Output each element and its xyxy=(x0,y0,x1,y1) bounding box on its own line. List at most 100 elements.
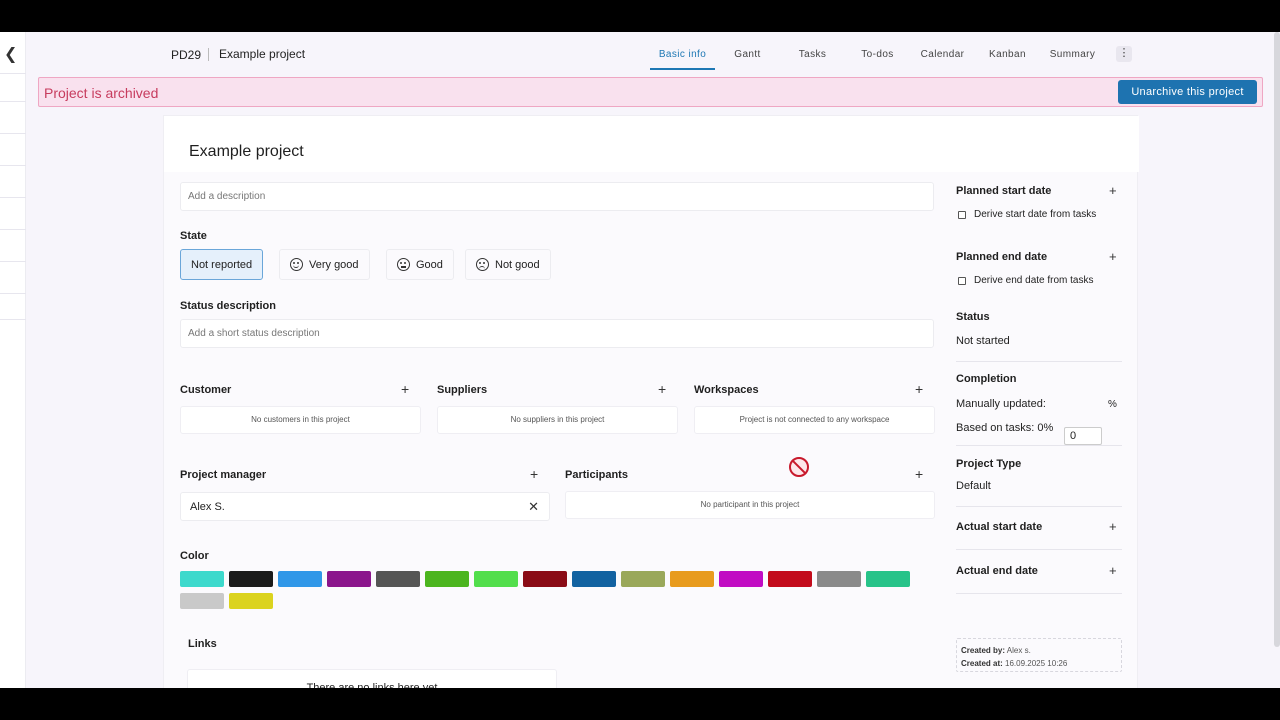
add-project-manager-icon[interactable]: + xyxy=(530,466,539,482)
state-option-label: Very good xyxy=(309,258,359,271)
project-type-label: Project Type xyxy=(956,458,1022,470)
smile-icon xyxy=(290,258,303,271)
frown-icon xyxy=(476,258,489,271)
rail-divider xyxy=(0,101,26,102)
project-code: PD29 xyxy=(171,48,202,62)
add-customer-icon[interactable]: + xyxy=(401,381,410,397)
add-planned-start-icon[interactable]: + xyxy=(1109,183,1117,198)
planned-end-label: Planned end date xyxy=(956,251,1048,263)
neutral-face-icon xyxy=(397,258,410,271)
header-separator xyxy=(208,48,209,61)
left-rail: ❮ xyxy=(0,32,26,688)
created-by-label: Created by: xyxy=(961,646,1006,655)
add-actual-start-icon[interactable]: + xyxy=(1109,519,1117,534)
rail-divider xyxy=(0,133,26,134)
page-scrollbar[interactable] xyxy=(1274,32,1280,647)
actual-start-label: Actual start date xyxy=(956,521,1043,533)
status-description-label: Status description xyxy=(180,300,276,312)
created-by-value: Alex s. xyxy=(1006,646,1031,655)
color-swatch[interactable] xyxy=(180,593,224,609)
color-swatch[interactable] xyxy=(817,571,861,587)
tab-kanban[interactable]: Kanban xyxy=(989,49,1026,60)
derive-end-label: Derive end date from tasks xyxy=(974,275,1094,286)
sidebar-divider xyxy=(956,445,1122,446)
color-swatch[interactable] xyxy=(866,571,910,587)
completion-label: Completion xyxy=(956,373,1017,385)
clear-icon[interactable]: ✕ xyxy=(528,499,539,514)
add-workspace-icon[interactable]: + xyxy=(915,381,924,397)
participants-label: Participants xyxy=(565,469,628,481)
status-value: Not started xyxy=(956,335,1010,347)
sidebar-divider xyxy=(956,361,1122,362)
color-label: Color xyxy=(180,550,209,562)
back-arrow-icon[interactable]: ❮ xyxy=(4,46,18,63)
manual-completion-input[interactable]: 0 xyxy=(1064,427,1102,445)
color-swatch[interactable] xyxy=(719,571,763,587)
created-at-value: 16.09.2025 10:26 xyxy=(1005,659,1068,668)
tasks-completion-value: Based on tasks: 0% xyxy=(956,422,1054,434)
links-label: Links xyxy=(188,638,217,650)
sidebar-divider xyxy=(956,506,1122,507)
color-swatch[interactable] xyxy=(768,571,812,587)
tab-tasks[interactable]: Tasks xyxy=(798,49,827,60)
project-type-value: Default xyxy=(956,480,991,492)
add-planned-end-icon[interactable]: + xyxy=(1109,249,1117,264)
derive-end-checkbox[interactable] xyxy=(958,276,966,285)
derive-start-label: Derive start date from tasks xyxy=(974,209,1097,220)
project-header: PD29 Example project Basic info Gantt Ta… xyxy=(26,32,1280,76)
color-swatch[interactable] xyxy=(474,571,518,587)
tab-todos[interactable]: To-dos xyxy=(861,49,894,60)
color-swatch[interactable] xyxy=(229,571,273,587)
app-window: ❮ PD29 Example project Basic info Gantt … xyxy=(0,32,1280,688)
derive-start-checkbox[interactable] xyxy=(958,210,966,219)
color-swatch[interactable] xyxy=(229,593,273,609)
add-participant-icon[interactable]: + xyxy=(915,466,924,482)
color-swatch[interactable] xyxy=(670,571,714,587)
manual-completion-label: Manually updated: xyxy=(956,398,1046,410)
workspaces-label: Workspaces xyxy=(694,384,759,396)
state-option-label: Not good xyxy=(495,258,540,271)
project-manager-label: Project manager xyxy=(180,469,267,481)
project-manager-field[interactable]: Alex S. ✕ xyxy=(180,492,550,521)
tab-gantt[interactable]: Gantt xyxy=(734,49,761,60)
kebab-icon[interactable]: ⋮ xyxy=(1116,46,1132,62)
project-name: Example project xyxy=(219,47,306,61)
sidebar-divider xyxy=(956,593,1122,594)
project-card: Example project Add a description State … xyxy=(163,115,1139,688)
state-label: State xyxy=(180,230,207,242)
planned-start-label: Planned start date xyxy=(956,185,1052,197)
color-swatch[interactable] xyxy=(180,571,224,587)
add-supplier-icon[interactable]: + xyxy=(658,381,667,397)
customer-empty: No customers in this project xyxy=(180,406,421,434)
color-swatch[interactable] xyxy=(376,571,420,587)
tab-basic-info[interactable]: Basic info xyxy=(650,32,715,70)
color-swatch[interactable] xyxy=(621,571,665,587)
suppliers-empty: No suppliers in this project xyxy=(437,406,678,434)
customer-label: Customer xyxy=(180,384,232,396)
color-swatch[interactable] xyxy=(523,571,567,587)
unarchive-button[interactable]: Unarchive this project xyxy=(1118,80,1257,104)
color-swatch[interactable] xyxy=(425,571,469,587)
state-very-good-button[interactable]: Very good xyxy=(279,249,370,280)
page-title: Example project xyxy=(189,143,304,160)
suppliers-label: Suppliers xyxy=(437,384,488,396)
state-option-label: Not reported xyxy=(191,258,253,271)
archived-banner: Project is archived Unarchive this proje… xyxy=(38,77,1263,107)
archived-message: Project is archived xyxy=(44,85,159,101)
state-not-good-button[interactable]: Not good xyxy=(465,249,551,280)
tab-summary[interactable]: Summary xyxy=(1049,49,1096,60)
status-description-input[interactable]: Add a short status description xyxy=(180,319,934,348)
color-swatch[interactable] xyxy=(572,571,616,587)
color-swatch[interactable] xyxy=(327,571,371,587)
tab-calendar[interactable]: Calendar xyxy=(920,49,965,60)
description-input[interactable]: Add a description xyxy=(180,182,934,211)
color-swatch[interactable] xyxy=(278,571,322,587)
card-header: Example project xyxy=(164,116,1139,172)
derive-end-checkbox-row: Derive end date from tasks xyxy=(958,275,1094,286)
state-good-button[interactable]: Good xyxy=(386,249,454,280)
add-actual-end-icon[interactable]: + xyxy=(1109,563,1117,578)
state-not-reported-button[interactable]: Not reported xyxy=(180,249,264,280)
state-option-label: Good xyxy=(416,258,443,271)
rail-divider xyxy=(0,165,26,166)
links-empty: There are no links here yet xyxy=(187,669,557,688)
